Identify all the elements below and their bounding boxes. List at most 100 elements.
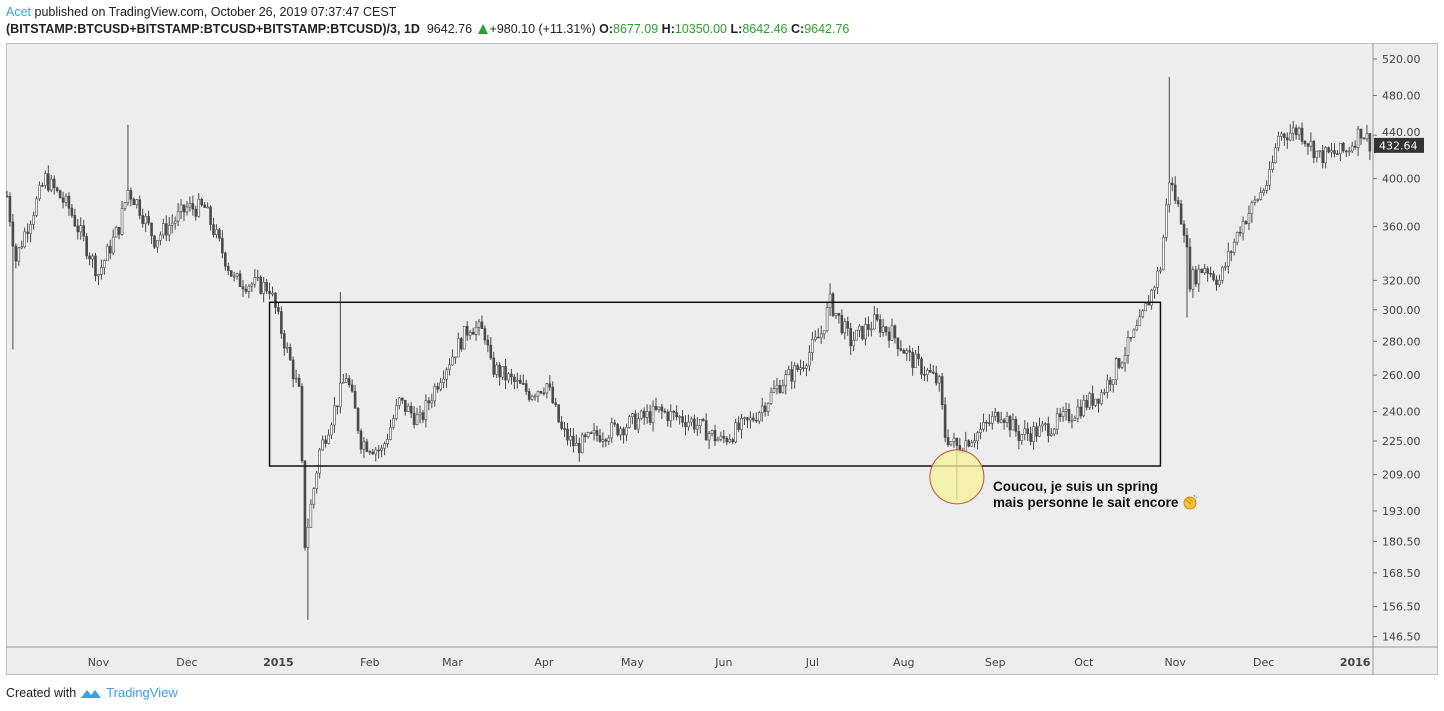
y-tick-label: 240.00	[1382, 406, 1421, 419]
candle	[38, 185, 41, 200]
candle	[448, 364, 451, 371]
candle	[973, 440, 976, 444]
candle	[153, 235, 156, 248]
candle	[943, 404, 947, 438]
tradingview-link[interactable]: TradingView	[106, 685, 178, 700]
candle	[1288, 132, 1292, 141]
candle	[802, 367, 805, 370]
candle	[846, 321, 850, 329]
candle	[32, 215, 35, 225]
candle	[445, 369, 448, 380]
candle	[1244, 221, 1248, 225]
candle	[967, 440, 971, 447]
candle	[701, 419, 705, 421]
candle	[507, 373, 510, 381]
candle	[610, 422, 614, 439]
price-chart[interactable]: 520.00 480.00 440.00 400.00 360.00 320.00 300.…	[6, 43, 1438, 675]
candle	[566, 428, 569, 441]
candle	[713, 430, 717, 442]
candle	[849, 328, 853, 347]
candle	[1073, 417, 1077, 421]
candle	[707, 433, 711, 441]
candle	[1188, 246, 1192, 290]
candle	[486, 339, 490, 346]
candle	[238, 273, 242, 287]
candle	[6, 195, 9, 198]
candle	[477, 321, 481, 328]
candle	[524, 383, 528, 392]
candle	[890, 325, 894, 341]
candle	[209, 206, 212, 225]
candle	[607, 437, 611, 442]
candle	[749, 417, 752, 421]
candle	[982, 421, 985, 430]
candle	[421, 412, 425, 420]
candle	[793, 365, 796, 382]
candle	[772, 388, 776, 393]
candle	[347, 378, 351, 386]
x-tick-label: Mar	[442, 656, 463, 669]
candle	[725, 437, 729, 443]
candle	[734, 422, 737, 443]
candle	[29, 224, 32, 234]
candle	[1147, 303, 1150, 306]
candle	[58, 190, 62, 199]
candle	[100, 267, 103, 275]
candle	[1114, 358, 1118, 381]
candle	[259, 276, 262, 294]
candle	[377, 449, 381, 452]
candle	[872, 314, 876, 330]
candle	[395, 404, 398, 419]
candle	[604, 439, 608, 442]
candle	[746, 417, 749, 421]
candle	[510, 373, 513, 378]
candle	[459, 338, 463, 350]
up-triangle-icon	[477, 24, 488, 34]
candle	[840, 315, 844, 334]
candle	[79, 225, 83, 233]
candle	[185, 206, 189, 213]
candle	[920, 358, 923, 375]
candle	[436, 386, 440, 390]
candle	[1321, 150, 1324, 164]
candle	[1111, 379, 1115, 385]
candle	[1300, 127, 1304, 142]
candle	[695, 425, 699, 430]
candle	[1209, 273, 1212, 275]
candle	[970, 442, 973, 447]
candle	[1271, 162, 1274, 171]
candle	[560, 421, 563, 429]
candle	[929, 369, 932, 373]
candle	[232, 275, 236, 278]
candle	[1091, 393, 1094, 406]
candle	[386, 439, 389, 445]
candle	[20, 246, 24, 249]
candle	[902, 349, 906, 354]
candle	[14, 245, 18, 262]
candle	[176, 211, 180, 222]
candle	[52, 178, 56, 189]
candle	[1247, 213, 1251, 225]
candle	[67, 195, 71, 209]
y-tick-label: 260.00	[1382, 369, 1421, 382]
candle	[1330, 150, 1333, 153]
candle	[654, 405, 658, 410]
candle	[1306, 143, 1310, 147]
candle	[787, 369, 791, 375]
candle	[44, 173, 47, 186]
high-value: 10350.00	[674, 22, 728, 36]
candle	[796, 365, 799, 370]
candle	[1359, 128, 1363, 139]
author-link[interactable]: Acet	[6, 5, 32, 19]
candle	[861, 325, 864, 340]
candle	[752, 417, 755, 421]
candle	[504, 366, 507, 381]
candle	[1312, 140, 1316, 158]
candle	[1162, 237, 1165, 271]
x-tick-label: May	[621, 656, 644, 669]
candle	[344, 378, 348, 383]
candle	[1229, 251, 1233, 253]
candle	[1144, 303, 1147, 312]
candle	[899, 348, 903, 351]
candle	[1165, 204, 1168, 238]
